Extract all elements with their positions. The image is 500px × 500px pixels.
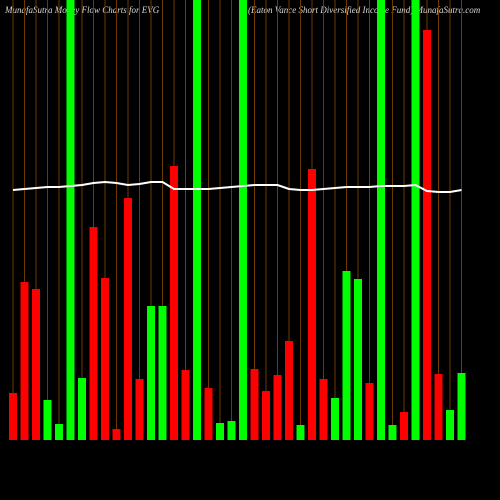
bar	[78, 378, 86, 440]
bar	[147, 306, 155, 440]
flow-line	[12, 180, 462, 193]
bar	[285, 341, 293, 440]
bar	[216, 423, 224, 440]
bar	[331, 398, 339, 440]
bar	[227, 421, 236, 440]
bar	[55, 424, 63, 440]
chart-subtitle: (Eaton Vance Short Diversified Income Fu…	[248, 5, 481, 15]
bar	[158, 306, 167, 440]
bar	[342, 271, 351, 440]
bar	[170, 166, 178, 440]
bar	[457, 373, 466, 440]
bar	[446, 410, 454, 440]
bar	[296, 425, 305, 440]
bar	[204, 388, 213, 440]
bar	[354, 279, 362, 440]
bar	[32, 289, 40, 440]
bar	[181, 370, 190, 440]
bar	[411, 0, 420, 440]
bar	[9, 393, 17, 440]
bar	[89, 227, 98, 440]
bar	[101, 278, 109, 440]
bar	[250, 369, 259, 440]
bar	[434, 374, 443, 440]
bar	[262, 391, 270, 440]
bar	[124, 198, 132, 440]
bar	[135, 379, 144, 440]
bar	[43, 400, 52, 440]
bar	[319, 379, 328, 440]
bar	[66, 0, 75, 440]
bar	[365, 383, 374, 440]
bar	[112, 429, 121, 440]
bar	[400, 412, 408, 440]
bar	[423, 30, 431, 440]
bar	[308, 169, 316, 440]
bar	[273, 375, 282, 440]
bar	[239, 0, 247, 440]
bar	[377, 0, 385, 440]
bar	[193, 0, 201, 440]
bar	[20, 282, 29, 440]
bar	[388, 425, 397, 440]
